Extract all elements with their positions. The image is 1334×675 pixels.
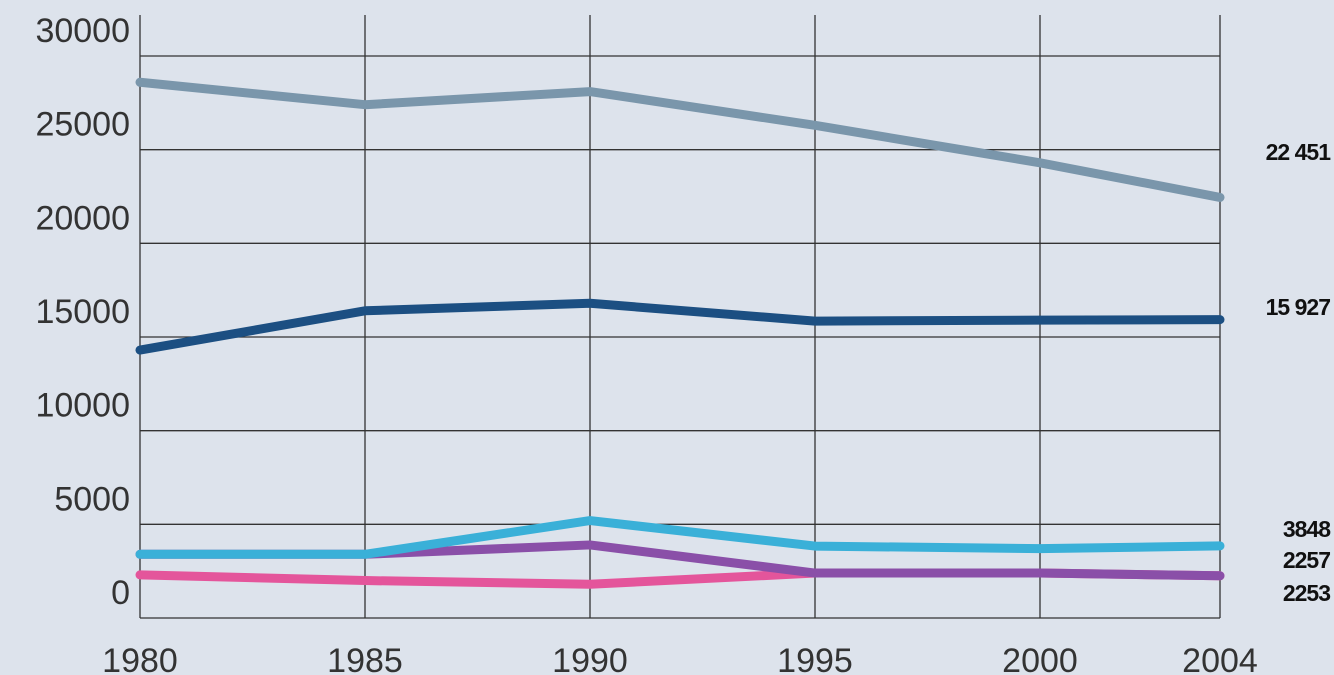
x-tick-label: 1985 bbox=[327, 642, 403, 675]
y-tick-label: 10000 bbox=[35, 387, 130, 425]
value-label: 15 927 bbox=[1266, 294, 1331, 320]
series-line bbox=[135, 77, 1225, 202]
y-tick-label: 0 bbox=[111, 574, 130, 612]
x-tick-label: 1995 bbox=[777, 642, 853, 675]
series-line bbox=[135, 298, 1225, 355]
x-tick-label: 2000 bbox=[1002, 642, 1078, 675]
x-tick-label: 1980 bbox=[102, 642, 178, 675]
value-label: 22 451 bbox=[1266, 139, 1332, 165]
y-tick-label: 30000 bbox=[35, 12, 130, 50]
value-label: 2257 bbox=[1283, 547, 1330, 573]
y-tick-label: 5000 bbox=[54, 480, 130, 518]
series-line bbox=[135, 516, 1225, 559]
x-tick-label: 2004 bbox=[1182, 642, 1258, 675]
y-tick-label: 20000 bbox=[35, 199, 130, 237]
y-tick-label: 25000 bbox=[35, 106, 130, 144]
x-tick-label: 1990 bbox=[552, 642, 628, 675]
value-label: 3848 bbox=[1283, 516, 1331, 542]
y-tick-label: 15000 bbox=[35, 293, 130, 331]
value-label: 2253 bbox=[1283, 580, 1330, 606]
